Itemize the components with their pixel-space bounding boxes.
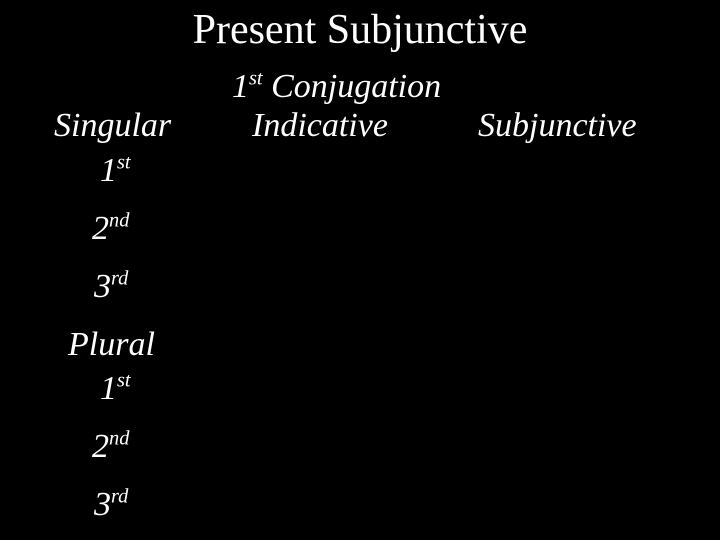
person-sup: rd — [111, 486, 128, 508]
conjugation-header: 1st Conjugation — [232, 68, 441, 106]
person-sup: nd — [109, 428, 129, 450]
singular-label: Singular — [54, 107, 171, 145]
indicative-header: Indicative — [252, 107, 388, 145]
person-plural-3: 3rd — [94, 486, 128, 524]
person-plural-1: 1st — [100, 370, 131, 408]
person-num: 2 — [92, 428, 109, 465]
conj-word: Conjugation — [263, 68, 442, 105]
person-sup: nd — [109, 210, 129, 232]
conj-sup: st — [249, 68, 263, 90]
slide-title: Present Subjunctive — [0, 6, 720, 54]
person-sup: st — [117, 370, 131, 392]
person-plural-2: 2nd — [92, 428, 129, 466]
conj-num: 1 — [232, 68, 249, 105]
person-num: 1 — [100, 152, 117, 189]
slide: Present Subjunctive 1st Conjugation Indi… — [0, 0, 720, 540]
person-singular-3: 3rd — [94, 268, 128, 306]
person-singular-1: 1st — [100, 152, 131, 190]
person-sup: rd — [111, 268, 128, 290]
person-num: 1 — [100, 370, 117, 407]
person-num: 3 — [94, 486, 111, 523]
subjunctive-header: Subjunctive — [478, 107, 637, 145]
person-num: 3 — [94, 268, 111, 305]
plural-label: Plural — [68, 326, 155, 364]
person-singular-2: 2nd — [92, 210, 129, 248]
person-num: 2 — [92, 210, 109, 247]
person-sup: st — [117, 152, 131, 174]
